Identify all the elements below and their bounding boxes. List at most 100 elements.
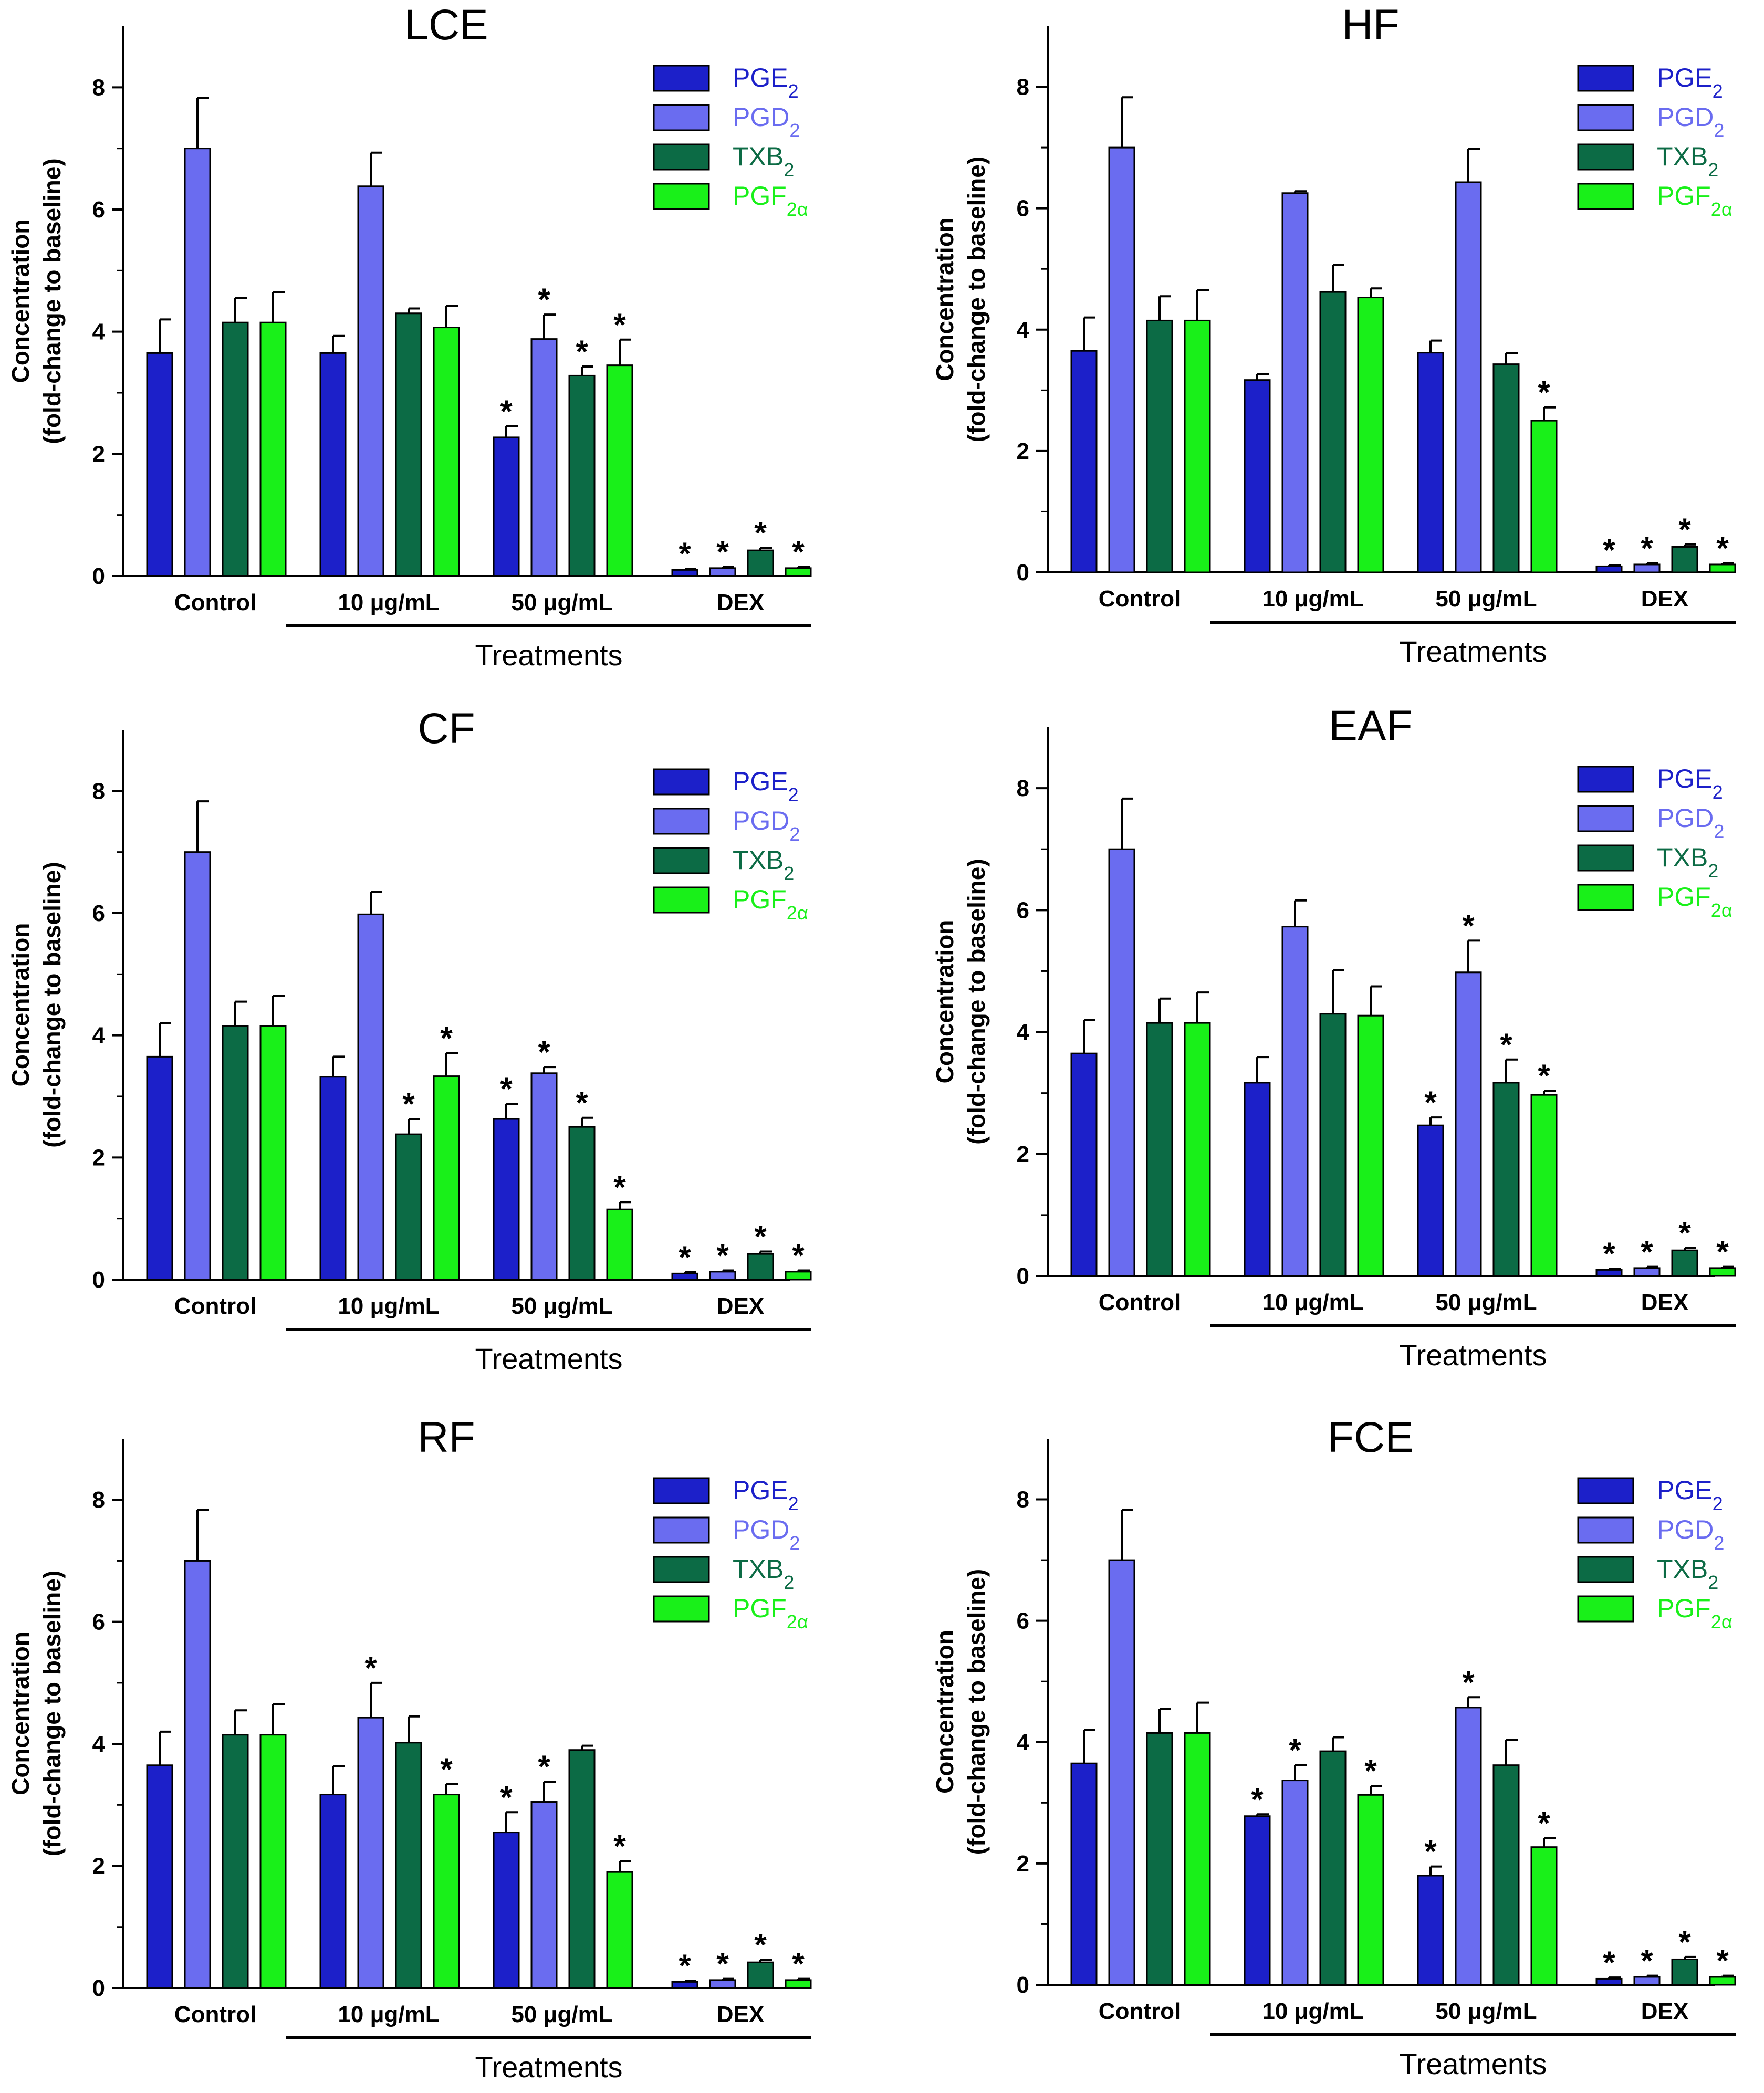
bar-txb2-3	[747, 549, 774, 577]
bar-txb2-0	[222, 321, 249, 577]
legend-swatch-pgd2	[1577, 805, 1634, 832]
legend-swatch-pge2	[653, 1477, 710, 1504]
bar-txb2-0	[1146, 1732, 1173, 1986]
bar-txb2-2	[1492, 1082, 1520, 1277]
category-label: 50 μg/mL	[511, 2002, 612, 2027]
y-axis-label-line2: (fold-change to baseline)	[38, 158, 66, 444]
legend-label-pgd2: PGD2	[733, 102, 800, 141]
bar-txb2-3	[747, 1961, 774, 1989]
bar-pgd2-3	[1633, 1976, 1661, 1986]
significance-marker: *	[1251, 1782, 1264, 1817]
y-axis-label-line1: Concentration	[7, 1631, 34, 1795]
bar-pge2-3	[1595, 1269, 1623, 1277]
significance-marker: *	[792, 1238, 805, 1273]
significance-marker: *	[500, 394, 513, 429]
legend-label-pgd2: PGD2	[733, 1515, 800, 1554]
bar-pgf2a-2	[1530, 1846, 1558, 1986]
y-axis-label-line2: (fold-change to baseline)	[963, 859, 990, 1144]
bar-pge2-0	[1070, 350, 1098, 573]
chart-panel-rf: RF 0 2 4 6 8 Concentration (fold-change to base…	[7, 1414, 812, 2084]
y-tick-label: 8	[1017, 1487, 1029, 1513]
legend-swatch-txb2	[1577, 844, 1634, 872]
legend-swatch-txb2	[653, 1556, 710, 1583]
bar-pge2-2	[493, 1118, 520, 1281]
bar-pgd2-1	[357, 185, 384, 577]
bar-pge2-0	[146, 1055, 173, 1281]
significance-marker: *	[576, 334, 588, 369]
bar-pge2-1	[319, 1076, 347, 1281]
bar-pgd2-3	[709, 567, 736, 577]
significance-marker: *	[1538, 1805, 1550, 1840]
bar-pgd2-0	[1108, 1559, 1135, 1986]
significance-marker: *	[1641, 1943, 1653, 1979]
bar-pgd2-3	[709, 1979, 736, 1989]
significance-marker: *	[1289, 1733, 1301, 1768]
significance-marker: *	[500, 1071, 513, 1106]
bar-pgf2a-1	[433, 327, 460, 577]
bar-pgd2-2	[1455, 181, 1482, 573]
y-tick-label: 2	[1017, 1142, 1029, 1167]
significance-marker: *	[1462, 908, 1475, 943]
chart-title: RF	[417, 1414, 475, 1461]
y-tick-label: 6	[1017, 897, 1029, 923]
bar-txb2-2	[568, 1749, 596, 1989]
significance-marker: *	[1678, 1216, 1691, 1251]
category-label: DEX	[1641, 1998, 1688, 2024]
category-label: DEX	[1641, 1290, 1688, 1315]
bar-pgf2a-3	[785, 1271, 812, 1281]
bar-pge2-3	[671, 569, 698, 577]
category-label: 10 μg/mL	[1262, 586, 1363, 612]
legend-swatch-pgd2	[653, 104, 710, 131]
legend-swatch-pge2	[1577, 766, 1634, 793]
category-label: Control	[1099, 1290, 1181, 1315]
significance-marker: *	[402, 1086, 415, 1122]
y-tick-label: 6	[92, 901, 105, 926]
x-axis-label: Treatments	[475, 2050, 622, 2084]
bar-pgf2a-2	[606, 1871, 633, 1989]
legend-swatch-pgd2	[653, 1516, 710, 1544]
bar-pgf2a-3	[1709, 1976, 1736, 1986]
bar-pgd2-3	[1633, 1267, 1661, 1277]
significance-marker: *	[1716, 1234, 1729, 1270]
bar-pge2-3	[671, 1981, 698, 1989]
category-label: 10 μg/mL	[338, 590, 439, 615]
x-axis-label: Treatments	[475, 1342, 622, 1375]
bar-txb2-3	[747, 1253, 774, 1281]
bar-txb2-2	[1492, 363, 1520, 573]
category-label: 50 μg/mL	[1435, 586, 1537, 612]
legend-swatch-pge2	[653, 768, 710, 796]
bar-pge2-2	[1417, 1875, 1444, 1986]
y-tick-label: 0	[92, 1267, 105, 1293]
bar-txb2-2	[1492, 1764, 1520, 1986]
y-axis-label-line2: (fold-change to baseline)	[38, 1571, 66, 1856]
legend-label-txb2: TXB2	[733, 1554, 794, 1593]
x-axis-label: Treatments	[1399, 2047, 1547, 2080]
bar-pgd2-0	[184, 1560, 211, 1989]
legend-label-pge2: PGE2	[733, 1475, 799, 1514]
y-tick-label: 0	[1017, 1972, 1029, 1998]
chart-title: LCE	[404, 1, 488, 49]
bar-pgd2-2	[1455, 971, 1482, 1277]
legend-label-pgf2a: PGF2α	[1657, 882, 1732, 921]
y-tick-label: 0	[1017, 1263, 1029, 1289]
chart-title: EAF	[1329, 702, 1412, 750]
legend-label-pge2: PGE2	[733, 767, 799, 805]
significance-marker: *	[754, 515, 767, 550]
bar-pge2-0	[1070, 1762, 1098, 1986]
significance-marker: *	[679, 1240, 691, 1275]
significance-marker: *	[613, 1169, 626, 1205]
bar-pge2-0	[146, 1764, 173, 1989]
category-label: 10 μg/mL	[338, 2002, 439, 2027]
bar-pgf2a-1	[1357, 1014, 1384, 1277]
chart-panel-lce: LCE 0 2 4 6 8 Concentration (fold-change to bas…	[7, 1, 812, 672]
significance-marker: *	[1538, 375, 1550, 410]
significance-marker: *	[1603, 1945, 1615, 1980]
legend-label-pge2: PGE2	[1657, 63, 1723, 102]
chart-panel-eaf: EAF 0 2 4 6 8 Concentration (fold-change to bas…	[931, 702, 1736, 1372]
y-tick-label: 6	[1017, 196, 1029, 222]
category-label: 50 μg/mL	[511, 1293, 612, 1319]
bar-pgf2a-1	[433, 1075, 460, 1281]
bar-txb2-0	[222, 1734, 249, 1989]
category-label: 50 μg/mL	[511, 590, 612, 615]
